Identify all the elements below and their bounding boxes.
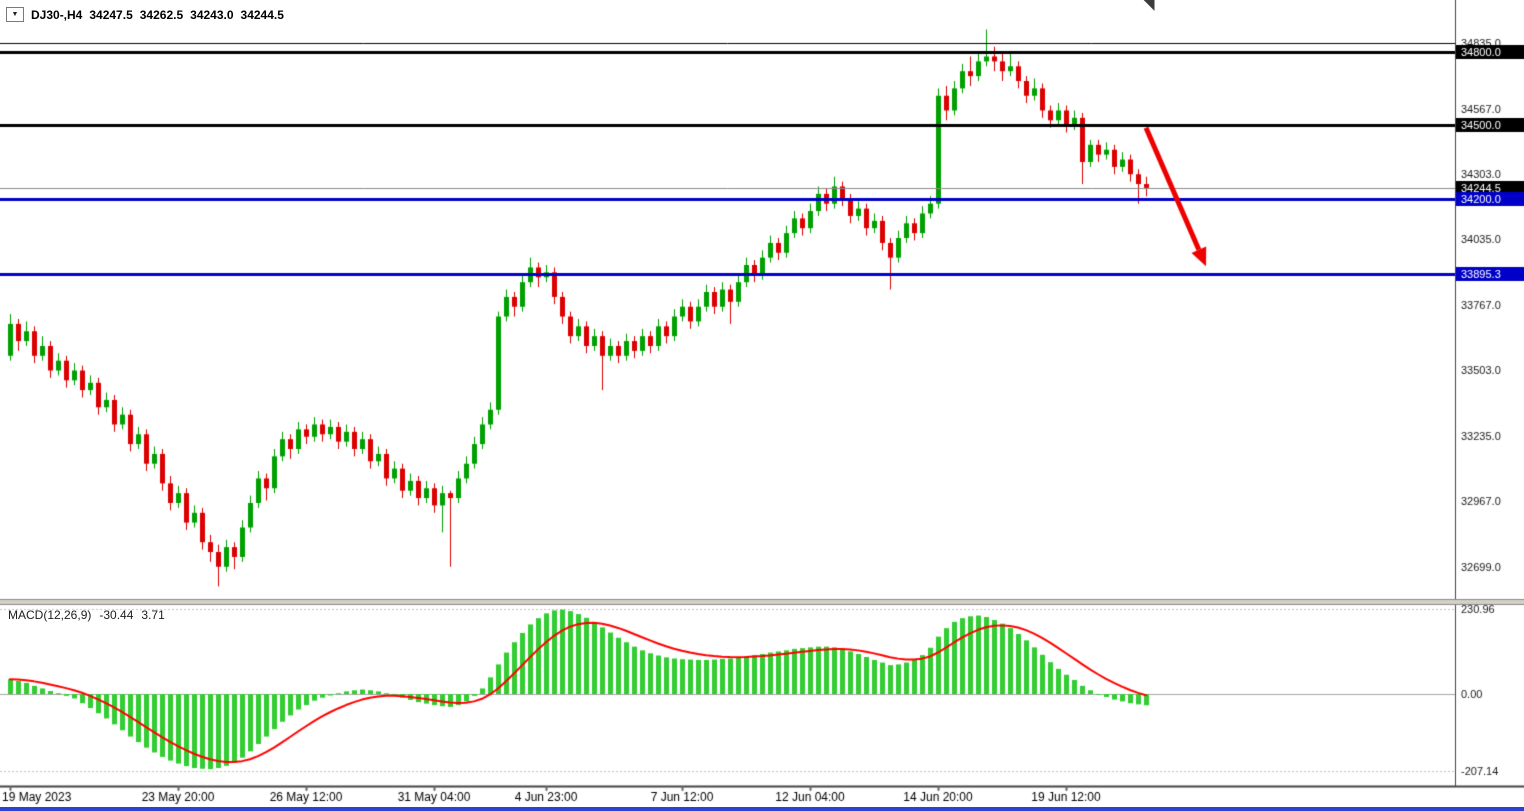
macd-signal-value: 3.71: [141, 608, 165, 622]
dropdown-arrow-icon: ▼: [11, 11, 19, 18]
ohlc-low: 34243.0: [190, 7, 234, 22]
macd-main-value: -30.44: [99, 608, 134, 622]
window-bottom-border: [0, 807, 1524, 811]
macd-name: MACD(12,26,9): [8, 608, 92, 622]
macd-indicator-label: MACD(12,26,9) -30.44 3.71: [8, 608, 165, 622]
chart-header: ▼ DJ30-,H4 34247.5 34262.5 34243.0 34244…: [6, 7, 284, 22]
symbol-timeframe: DJ30-,H4: [31, 7, 83, 22]
ohlc-close: 34244.5: [240, 7, 284, 22]
symbol-dropdown[interactable]: ▼: [6, 7, 24, 22]
autoscroll-corner-icon: ◥: [1143, 0, 1155, 13]
ohlc-open: 34247.5: [89, 7, 133, 22]
ohlc-high: 34262.5: [139, 7, 184, 22]
